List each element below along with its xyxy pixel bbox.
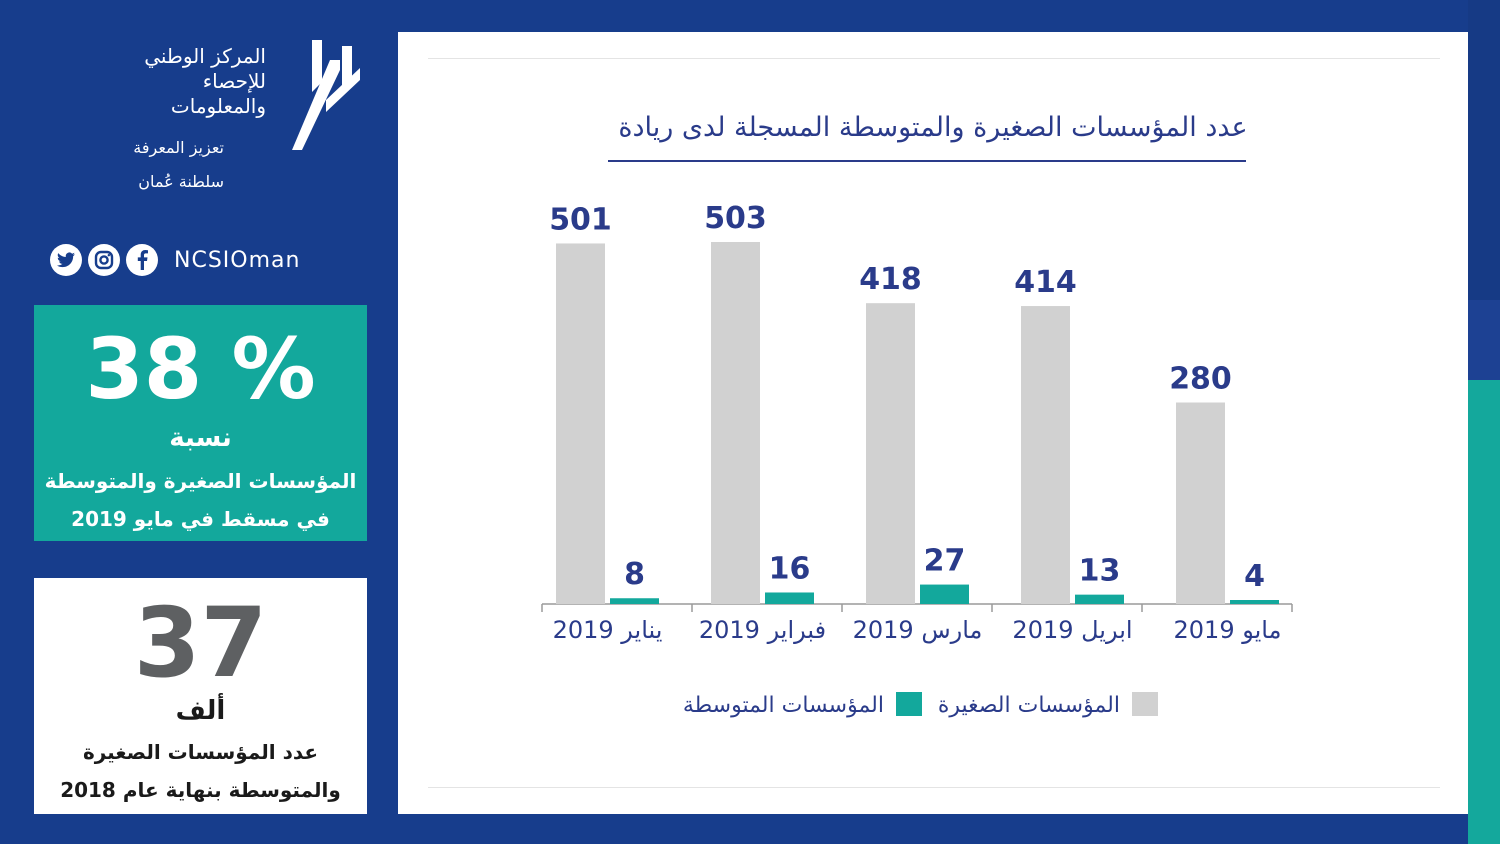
facebook-icon[interactable] (126, 244, 158, 276)
logo-title-line2: للإحصاء (202, 69, 266, 93)
legend-small-label: المؤسسات الصغيرة (938, 693, 1120, 718)
percent-stat-value: 38 % (85, 320, 316, 418)
social-links: NCSIOman (50, 244, 300, 276)
small-enterprise-bar (866, 303, 915, 604)
medium-enterprise-value-label: 8 (624, 557, 645, 592)
count-stat-desc-line1: عدد المؤسسات الصغيرة (82, 740, 319, 764)
x-tick-label: مارس 2019 (853, 616, 983, 644)
count-stat-card: 37 ألف عدد المؤسسات الصغيرة والمتوسطة بن… (34, 578, 367, 814)
chart-panel: عدد المؤسسات الصغيرة والمتوسطة المسجلة ل… (398, 32, 1468, 814)
chart-panel-frame (428, 58, 1440, 788)
count-stat-value: 37 (133, 587, 268, 699)
percent-stat-card: 38 % نسبة المؤسسات الصغيرة والمتوسطة في … (34, 305, 367, 541)
x-tick-label: فبراير 2019 (699, 616, 826, 644)
twitter-icon[interactable] (50, 244, 82, 276)
medium-enterprise-bar (920, 584, 969, 604)
small-enterprise-value-label: 418 (859, 262, 922, 297)
right-decor-teal (1468, 380, 1500, 844)
right-decor-shade (1468, 0, 1500, 300)
ncsi-logo-mark-icon (292, 40, 360, 150)
legend-medium-swatch (896, 692, 922, 716)
x-tick-label: ابريل 2019 (1012, 616, 1132, 644)
small-enterprise-value-label: 503 (704, 201, 767, 236)
small-enterprise-bar (711, 242, 760, 604)
medium-enterprise-bar (1075, 594, 1124, 604)
logo-title-line1: المركز الوطني (144, 44, 266, 68)
ncsi-logo: المركز الوطني للإحصاء والمعلومات تعزيز ا… (40, 38, 360, 198)
medium-enterprise-bar (610, 598, 659, 604)
medium-enterprise-value-label: 4 (1244, 559, 1265, 594)
medium-enterprise-bar (1230, 600, 1279, 604)
percent-stat-desc-line1: المؤسسات الصغيرة والمتوسطة (44, 469, 357, 493)
chart-title: عدد المؤسسات الصغيرة والمتوسطة المسجلة ل… (618, 112, 1248, 143)
x-tick-label: يناير 2019 (553, 616, 663, 644)
right-decor-strip (1468, 0, 1500, 844)
legend-small-swatch (1132, 692, 1158, 716)
legend-medium-label: المؤسسات المتوسطة (683, 693, 884, 718)
logo-country: سلطنة عُمان (138, 172, 224, 191)
instagram-icon[interactable] (88, 244, 120, 276)
small-enterprise-bar (556, 243, 605, 604)
percent-stat-desc-line2: في مسقط في مايو 2019 (71, 507, 330, 531)
medium-enterprise-value-label: 27 (924, 544, 966, 579)
bar-chart: 501 8 يناير 2019 503 16 فبراير 2019 418 27 مارس … (541, 201, 1293, 718)
social-handle[interactable]: NCSIOman (174, 247, 301, 273)
x-tick-label: مايو 2019 (1174, 616, 1282, 644)
logo-title-line3: والمعلومات (170, 94, 266, 118)
logo-subtitle: تعزيز المعرفة (133, 138, 224, 157)
medium-enterprise-value-label: 13 (1079, 554, 1121, 589)
count-stat-unit: ألف (175, 696, 226, 726)
medium-enterprise-value-label: 16 (769, 551, 811, 586)
percent-stat-label: نسبة (169, 423, 232, 453)
small-enterprise-bar (1176, 402, 1225, 604)
logo-title: المركز الوطني للإحصاء والمعلومات (46, 44, 266, 119)
small-enterprise-value-label: 501 (549, 202, 612, 237)
small-enterprise-value-label: 280 (1169, 361, 1232, 396)
count-stat-desc-line2: والمتوسطة بنهاية عام 2018 (60, 778, 341, 802)
chart-title-underline (608, 160, 1246, 162)
small-enterprise-value-label: 414 (1014, 265, 1077, 300)
medium-enterprise-bar (765, 592, 814, 604)
small-enterprise-bar (1021, 306, 1070, 604)
